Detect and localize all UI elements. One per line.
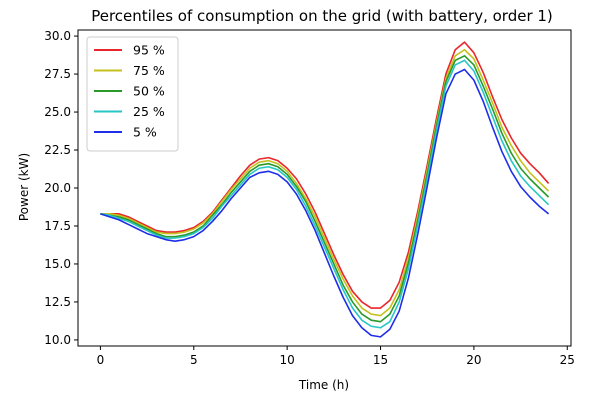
legend-label-2: 75 % xyxy=(133,63,165,78)
legend: 95 % 75 % 50 % 25 % 5 % xyxy=(86,36,179,152)
x-tick-label: 10 xyxy=(280,353,295,367)
x-tick-label: 5 xyxy=(190,353,198,367)
y-tick-label: 10.0 xyxy=(44,333,71,347)
series-line-5 xyxy=(100,68,550,338)
series-line-2 xyxy=(100,48,550,317)
axis-ticks: 0 5 10 15 20 25 10.0 12.5 15.0 17.5 20.0 22.5 25.0 27… xyxy=(44,29,575,367)
y-axis-label: Power (kW) xyxy=(17,153,31,221)
chart-title: Percentiles of consumption on the grid (… xyxy=(91,7,553,25)
legend-box xyxy=(86,36,179,152)
legend-label-4: 25 % xyxy=(133,104,165,119)
series-line-3 xyxy=(100,55,550,323)
plot-frame xyxy=(77,29,572,347)
series-line-4 xyxy=(100,59,550,329)
y-tick-label: 22.5 xyxy=(44,143,71,157)
x-tick-label: 20 xyxy=(466,353,481,367)
x-tick-label: 15 xyxy=(373,353,388,367)
y-tick-label: 12.5 xyxy=(44,295,71,309)
x-axis-label: Time (h) xyxy=(298,378,349,392)
legend-label-5: 5 % xyxy=(133,125,157,140)
y-tick-label: 20.0 xyxy=(44,181,71,195)
series-lines xyxy=(100,41,550,338)
x-tick-label: 25 xyxy=(560,353,575,367)
y-tick-label: 15.0 xyxy=(44,257,71,271)
y-tick-label: 17.5 xyxy=(44,219,71,233)
y-tick-label: 30.0 xyxy=(44,29,71,43)
y-tick-label: 27.5 xyxy=(44,67,71,81)
series-line-1 xyxy=(100,41,550,309)
y-tick-label: 25.0 xyxy=(44,105,71,119)
legend-label-3: 50 % xyxy=(133,84,165,99)
legend-label-1: 95 % xyxy=(133,43,165,58)
x-tick-label: 0 xyxy=(97,353,105,367)
